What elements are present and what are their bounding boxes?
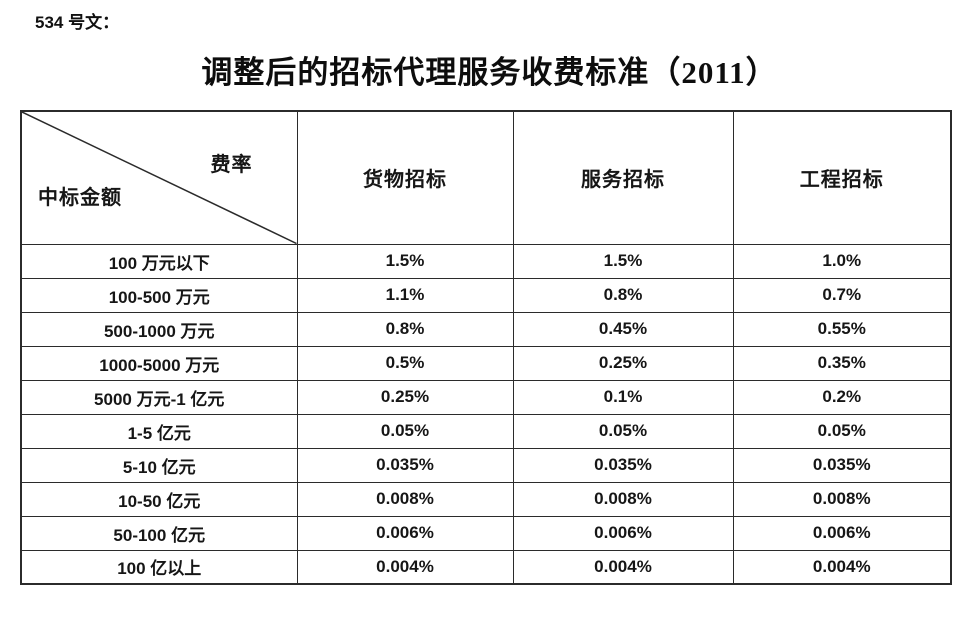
goods-rate-cell: 1.1% xyxy=(296,277,514,313)
page-title: 调整后的招标代理服务收费标准（2011） xyxy=(201,55,778,90)
diagonal-divider xyxy=(22,112,297,244)
engineering-rate-cell: 0.035% xyxy=(732,447,952,483)
row-label-cell: 50-100 亿元 xyxy=(20,515,298,551)
table-row: 10-50 亿元 0.008% 0.008% 0.008% xyxy=(20,481,952,517)
goods-rate-cell: 0.5% xyxy=(296,345,514,381)
row-label-cell: 1000-5000 万元 xyxy=(20,345,298,381)
table-row: 100-500 万元 1.1% 0.8% 0.7% xyxy=(20,277,952,313)
table-row: 100 亿以上 0.004% 0.004% 0.004% xyxy=(20,549,952,585)
doc-number-label: 534 号文： xyxy=(35,13,120,32)
engineering-rate-cell: 0.35% xyxy=(732,345,952,381)
row-label-cell: 10-50 亿元 xyxy=(20,481,298,517)
goods-rate-cell: 0.006% xyxy=(296,515,514,551)
table-header-row: 费率 中标金额 货物招标 服务招标 工程招标 xyxy=(20,110,952,245)
goods-rate-cell: 1.5% xyxy=(296,243,514,279)
engineering-rate-cell: 0.004% xyxy=(732,549,952,585)
column-header-goods-bidding: 货物招标 xyxy=(296,110,514,245)
table-row: 5-10 亿元 0.035% 0.035% 0.035% xyxy=(20,447,952,483)
table-body: 100 万元以下 1.5% 1.5% 1.0% 100-500 万元 1.1% … xyxy=(20,243,952,585)
row-label-cell: 500-1000 万元 xyxy=(20,311,298,347)
fee-rate-table: 费率 中标金额 货物招标 服务招标 工程招标 100 万元以下 1.5% 1.5… xyxy=(20,110,952,585)
row-label-cell: 5-10 亿元 xyxy=(20,447,298,483)
column-header-engineering-bidding: 工程招标 xyxy=(732,110,952,245)
engineering-rate-cell: 1.0% xyxy=(732,243,952,279)
table-row: 1-5 亿元 0.05% 0.05% 0.05% xyxy=(20,413,952,449)
table-row: 50-100 亿元 0.006% 0.006% 0.006% xyxy=(20,515,952,551)
goods-rate-cell: 0.25% xyxy=(296,379,514,415)
column-header-service-bidding: 服务招标 xyxy=(512,110,734,245)
row-label-cell: 100 亿以上 xyxy=(20,549,298,585)
engineering-rate-cell: 0.55% xyxy=(732,311,952,347)
engineering-rate-cell: 0.008% xyxy=(732,481,952,517)
service-rate-cell: 0.8% xyxy=(512,277,734,313)
row-label-cell: 5000 万元-1 亿元 xyxy=(20,379,298,415)
corner-header-cell: 费率 中标金额 xyxy=(20,110,298,245)
goods-rate-cell: 0.05% xyxy=(296,413,514,449)
corner-label-rate: 费率 xyxy=(210,154,253,176)
table-row: 5000 万元-1 亿元 0.25% 0.1% 0.2% xyxy=(20,379,952,415)
service-rate-cell: 0.05% xyxy=(512,413,734,449)
service-rate-cell: 0.25% xyxy=(512,345,734,381)
corner-label-bid-amount: 中标金额 xyxy=(38,186,122,209)
service-rate-cell: 0.006% xyxy=(512,515,734,551)
service-rate-cell: 0.45% xyxy=(512,311,734,347)
row-label-cell: 100 万元以下 xyxy=(20,243,298,279)
goods-rate-cell: 0.008% xyxy=(296,481,514,517)
service-rate-cell: 0.035% xyxy=(512,447,734,483)
engineering-rate-cell: 0.7% xyxy=(732,277,952,313)
goods-rate-cell: 0.004% xyxy=(296,549,514,585)
engineering-rate-cell: 0.2% xyxy=(732,379,952,415)
service-rate-cell: 0.008% xyxy=(512,481,734,517)
service-rate-cell: 0.004% xyxy=(512,549,734,585)
goods-rate-cell: 0.035% xyxy=(296,447,514,483)
engineering-rate-cell: 0.05% xyxy=(732,413,952,449)
table-row: 500-1000 万元 0.8% 0.45% 0.55% xyxy=(20,311,952,347)
service-rate-cell: 0.1% xyxy=(512,379,734,415)
engineering-rate-cell: 0.006% xyxy=(732,515,952,551)
row-label-cell: 1-5 亿元 xyxy=(20,413,298,449)
row-label-cell: 100-500 万元 xyxy=(20,277,298,313)
table-row: 100 万元以下 1.5% 1.5% 1.0% xyxy=(20,243,952,279)
goods-rate-cell: 0.8% xyxy=(296,311,514,347)
service-rate-cell: 1.5% xyxy=(512,243,734,279)
table-row: 1000-5000 万元 0.5% 0.25% 0.35% xyxy=(20,345,952,381)
